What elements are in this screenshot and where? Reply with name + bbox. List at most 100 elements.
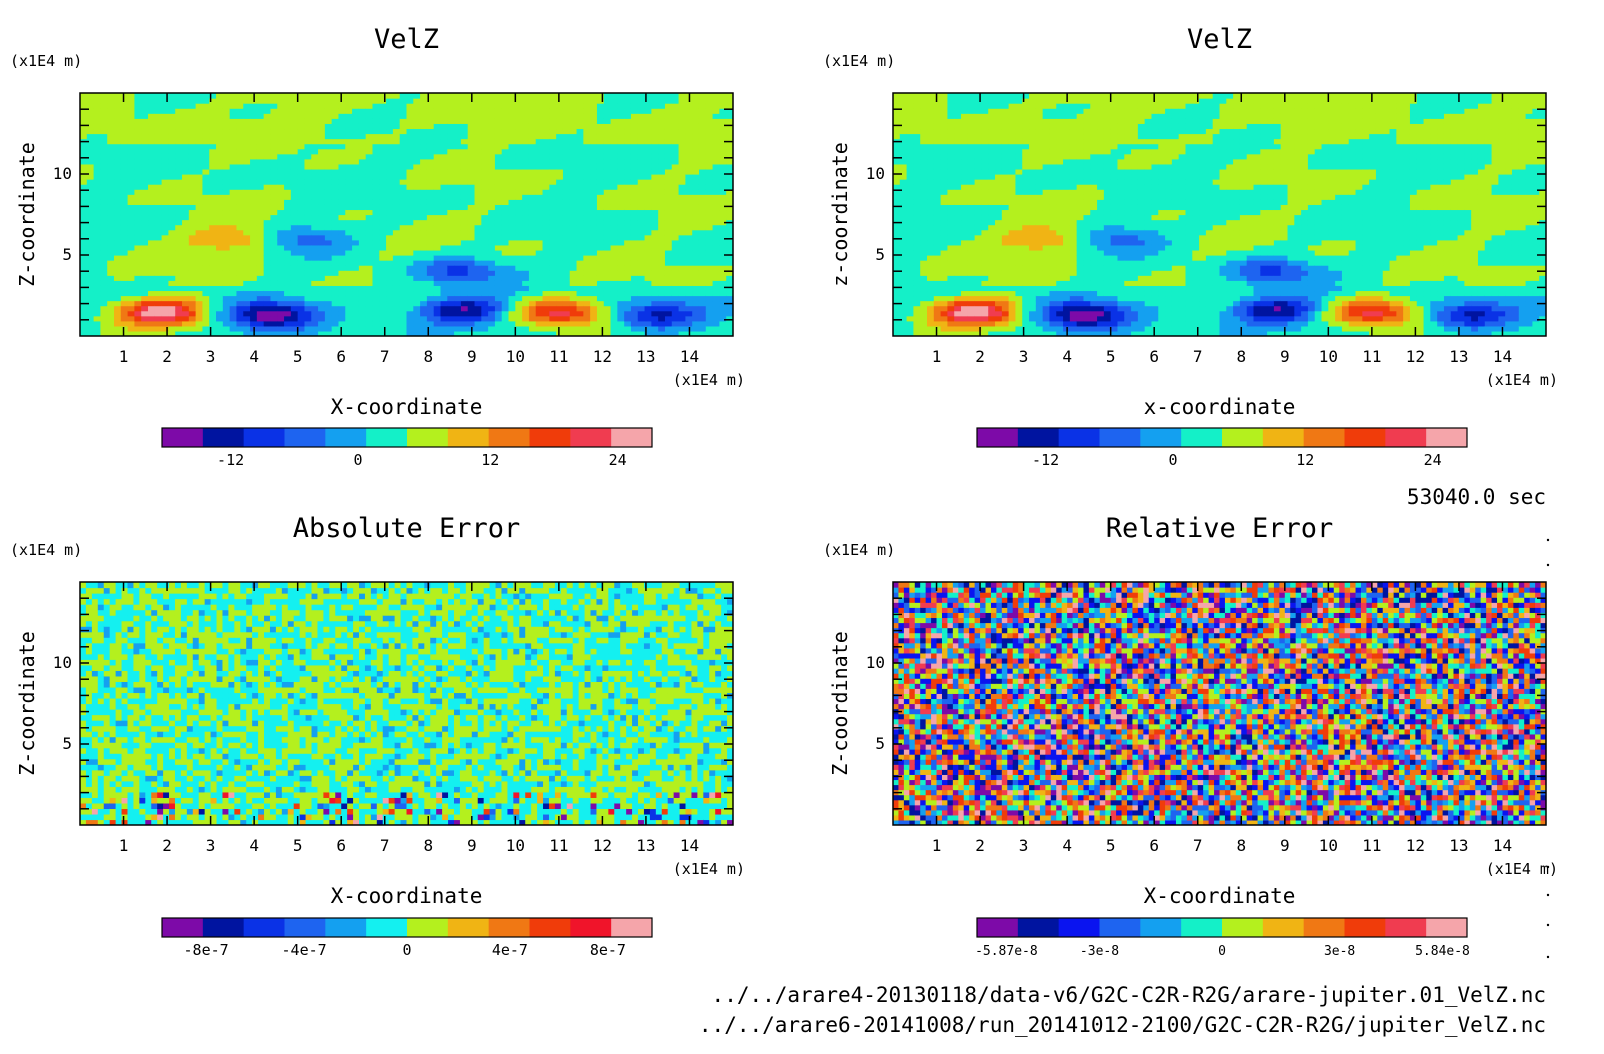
heatmap-cell: [318, 93, 326, 99]
heatmap-cell: [719, 199, 727, 205]
heatmap-cell: [243, 244, 251, 251]
heatmap-cell: [256, 265, 265, 271]
heatmap-cell: [726, 305, 733, 312]
heatmap-cell: [209, 300, 217, 307]
heatmap-cell: [86, 290, 95, 297]
heatmap-cell: [345, 103, 353, 109]
heatmap-cell: [494, 184, 503, 190]
heatmap-cell: [188, 168, 197, 175]
heatmap-cell: [277, 168, 285, 175]
heatmap-cell: [927, 315, 935, 322]
heatmap-cell: [705, 93, 714, 99]
heatmap-cell: [399, 174, 408, 180]
heatmap-cell: [263, 168, 272, 175]
heatmap-cell: [216, 270, 224, 276]
heatmap-cell: [229, 315, 238, 322]
heatmap-cell: [243, 174, 251, 180]
heatmap-cell: [263, 189, 272, 195]
heatmap-cell: [80, 330, 88, 336]
heatmap-cell: [379, 320, 387, 327]
heatmap-cell: [338, 189, 346, 195]
heatmap-cell: [100, 234, 108, 241]
heatmap-cell: [460, 275, 469, 281]
heatmap-cell: [114, 239, 122, 246]
heatmap-cell: [141, 204, 149, 211]
heatmap-cell: [671, 168, 680, 175]
heatmap-cell: [284, 93, 292, 99]
heatmap-cell: [447, 158, 455, 165]
heatmap-cell: [270, 295, 278, 302]
heatmap-cell: [474, 239, 482, 246]
heatmap-cell: [236, 224, 244, 231]
heatmap-cell: [345, 275, 353, 281]
heatmap-cell: [277, 204, 285, 211]
heatmap-cell: [630, 285, 639, 292]
heatmap-cell: [195, 249, 204, 256]
heatmap-cell: [508, 219, 516, 226]
heatmap-cell: [209, 280, 217, 286]
heatmap-cell: [392, 153, 401, 160]
heatmap-cell: [127, 138, 136, 145]
heatmap-cell: [603, 194, 612, 200]
heatmap-cell: [392, 229, 401, 236]
heatmap-cell: [637, 265, 646, 271]
heatmap-cell: [494, 148, 503, 155]
heatmap-cell: [202, 270, 210, 276]
heatmap-cell: [216, 209, 224, 216]
heatmap-cell: [698, 255, 707, 261]
heatmap-cell: [528, 209, 537, 216]
heatmap-cell: [406, 265, 414, 271]
heatmap-cell: [209, 255, 217, 261]
heatmap-cell: [542, 128, 550, 135]
heatmap-cell: [433, 295, 442, 302]
heatmap-cell: [562, 118, 571, 124]
heatmap-cell: [127, 113, 136, 119]
heatmap-cell: [406, 133, 414, 140]
heatmap-cell: [277, 325, 285, 332]
heatmap-cell: [719, 270, 727, 276]
heatmap-cell: [86, 108, 95, 114]
heatmap-cell: [413, 244, 421, 251]
heatmap-cell: [168, 265, 176, 271]
heatmap-cell: [906, 108, 914, 114]
heatmap-cell: [893, 133, 901, 140]
heatmap-cell: [399, 330, 408, 336]
heatmap-cell: [386, 260, 394, 266]
heatmap-cell: [467, 305, 476, 312]
heatmap-cell: [576, 199, 584, 205]
heatmap-cell: [426, 194, 435, 200]
heatmap-cell: [644, 260, 652, 266]
heatmap-cell: [569, 158, 578, 165]
heatmap-cell: [474, 189, 482, 195]
heatmap-cell: [304, 108, 312, 114]
heatmap-cell: [617, 179, 625, 185]
heatmap-cell: [229, 320, 238, 327]
heatmap-cell: [583, 148, 591, 155]
heatmap-cell: [474, 330, 482, 336]
heatmap-cell: [168, 143, 176, 150]
heatmap-cell: [134, 300, 142, 307]
heatmap-cell: [202, 244, 210, 251]
heatmap-cell: [590, 199, 598, 205]
heatmap-cell: [386, 98, 394, 104]
heatmap-cell: [182, 224, 190, 231]
heatmap-cell: [93, 260, 101, 266]
heatmap-cell: [141, 260, 149, 266]
heatmap-cell: [331, 209, 340, 216]
heatmap-cell: [372, 275, 380, 281]
heatmap-cell: [290, 320, 299, 327]
heatmap-cell: [549, 295, 557, 302]
heatmap-cell: [345, 189, 353, 195]
heatmap-cell: [644, 239, 652, 246]
heatmap-cell: [906, 103, 914, 109]
heatmap-cell: [392, 239, 401, 246]
heatmap-cell: [617, 285, 625, 292]
heatmap-cell: [182, 320, 190, 327]
heatmap-cell: [222, 330, 231, 336]
heatmap-cell: [433, 255, 442, 261]
heatmap-cell: [358, 133, 367, 140]
heatmap-cell: [927, 189, 935, 195]
heatmap-cell: [726, 214, 733, 221]
heatmap-cell: [562, 133, 571, 140]
heatmap-cell: [236, 194, 244, 200]
